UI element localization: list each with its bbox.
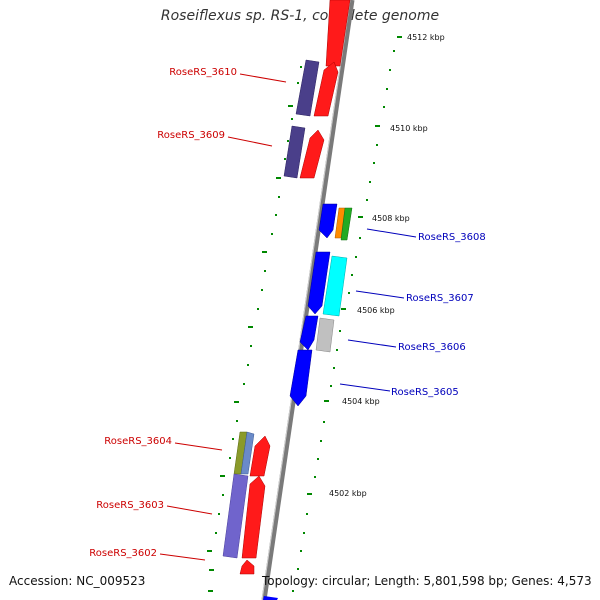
tick-label-4506: 4506 kbp [357,306,395,315]
cds-arrow[interactable] [263,596,278,600]
cds-arrow[interactable] [313,61,339,117]
cds-block[interactable] [295,59,320,117]
leader-line [355,290,405,299]
leader-line [339,383,391,392]
cds-arrow[interactable] [241,475,266,559]
cds-arrow[interactable] [318,203,338,239]
left-scale-ring [207,66,302,592]
leader-line [174,442,223,451]
cds-reverse-outer-track [222,59,320,559]
cds-block[interactable] [283,125,306,179]
cds-arrow[interactable] [249,435,271,477]
gene-label-reverse[interactable]: RoseRS_3609 [157,130,225,141]
cds-arrow[interactable] [307,251,331,315]
leader-line [239,73,287,83]
gene-label-forward[interactable]: RoseRS_3607 [406,293,474,304]
gene-label-reverse[interactable]: RoseRS_3602 [89,548,157,559]
cds-forward-outer-track [315,207,353,353]
tick-label-4504: 4504 kbp [342,397,380,406]
leader-line [347,339,397,348]
tick-label-4502: 4502 kbp [329,489,367,498]
leader-line [366,228,417,238]
tick-label-4512: 4512 kbp [407,33,445,42]
gene-label-reverse[interactable]: RoseRS_3610 [169,67,237,78]
gene-label-forward[interactable]: RoseRS_3606 [398,342,466,353]
tick-label-4508: 4508 kbp [372,214,410,223]
cds-block[interactable] [240,431,255,475]
gene-label-reverse[interactable]: RoseRS_3604 [104,436,172,447]
cds-arrow[interactable] [325,0,351,67]
map-title: Roseiflexus sp. RS-1, complete genome [160,8,440,24]
gene-label-reverse[interactable]: RoseRS_3603 [96,500,164,511]
gene-label-forward[interactable]: RoseRS_3608 [418,232,486,243]
tick-label-4510: 4510 kbp [390,124,428,133]
leader-line [159,553,206,561]
leader-line [227,136,273,147]
accession-text: Accession: NC_009523 [9,574,146,588]
cds-arrow[interactable] [299,315,319,351]
gene-label-forward[interactable]: RoseRS_3605 [391,387,459,398]
right-scale-ring [292,36,402,592]
cds-block[interactable] [222,473,249,559]
cds-arrow[interactable] [299,129,325,179]
cds-reverse-track [239,0,351,575]
cds-forward-track [263,203,338,600]
cds-arrow[interactable] [239,559,255,575]
cds-block[interactable] [340,207,353,241]
cds-block[interactable] [315,317,335,353]
cds-block[interactable] [322,255,348,317]
genome-summary-text: Topology: circular; Length: 5,801,598 bp… [262,574,592,588]
leader-line [166,505,213,515]
cds-arrow[interactable] [289,349,313,407]
leader-lines [159,73,417,561]
genome-backbone [261,0,355,600]
genome-backbone-highlight [261,0,351,600]
